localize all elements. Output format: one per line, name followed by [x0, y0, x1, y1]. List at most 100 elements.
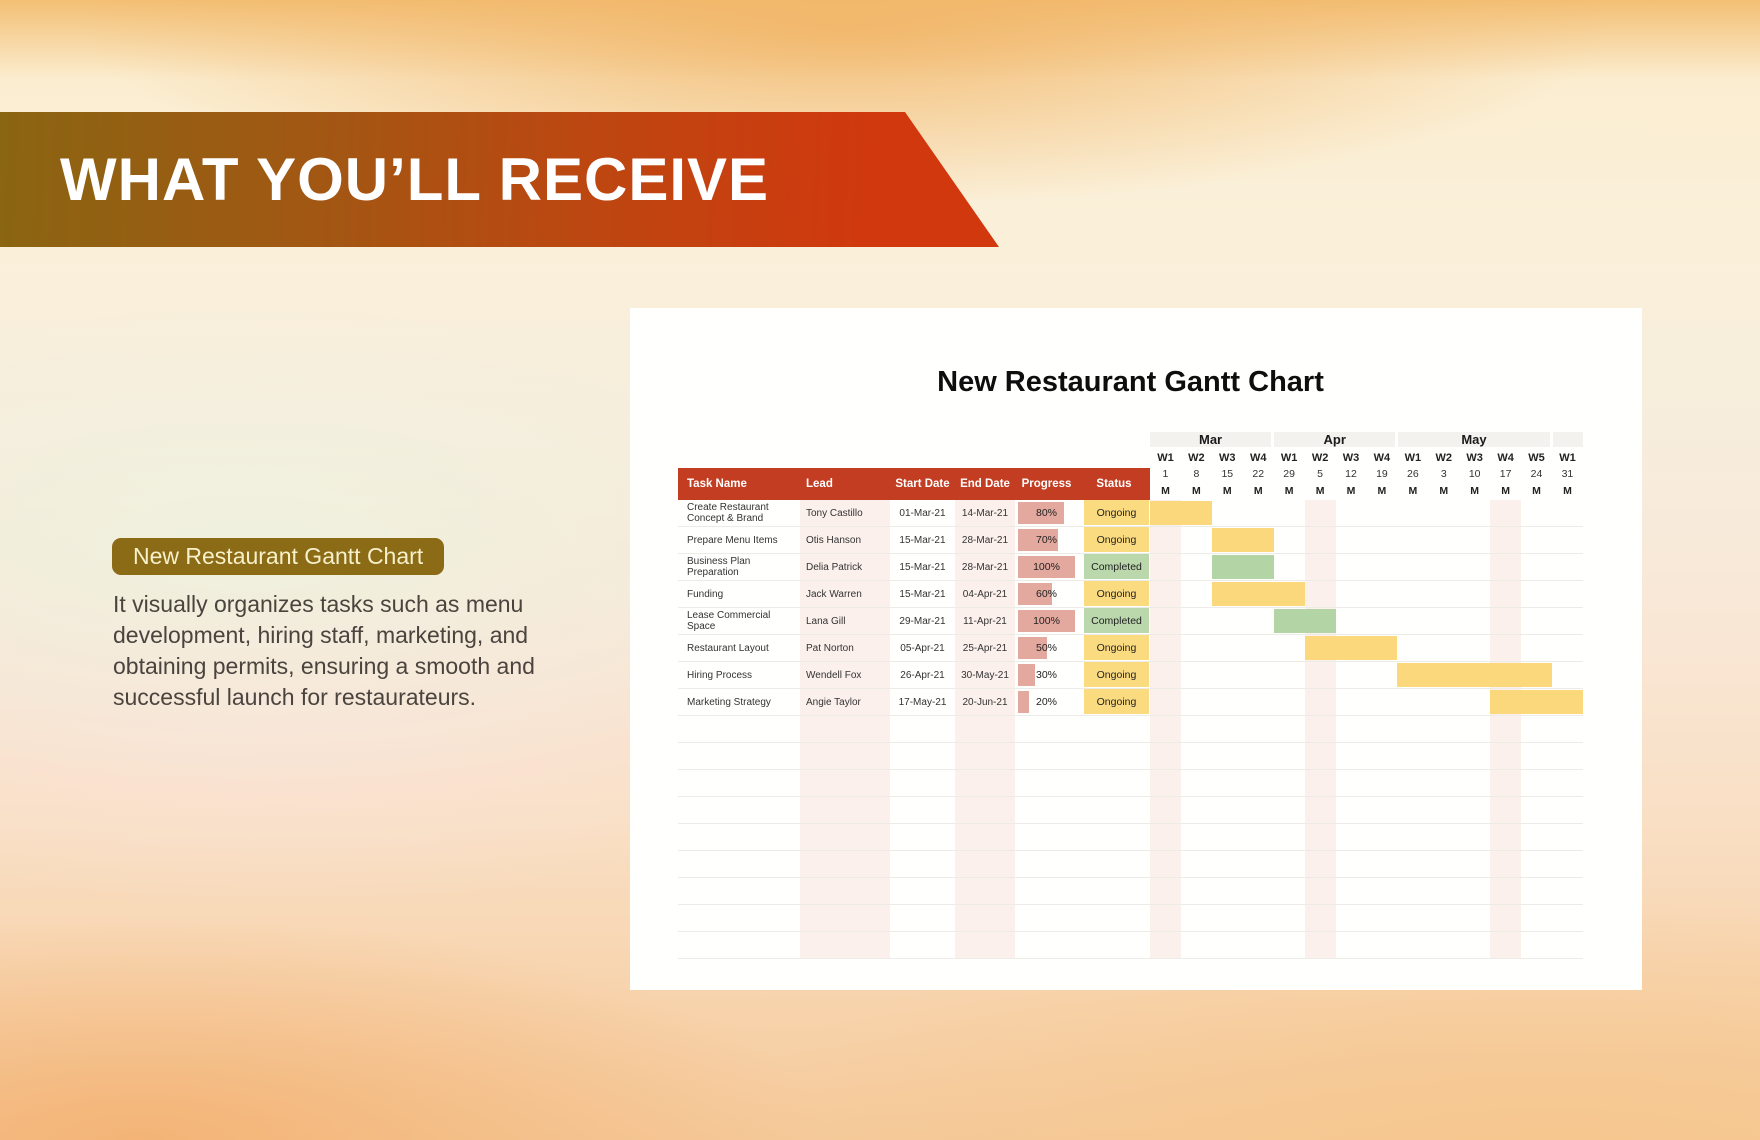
- start-date-cell: 15-Mar-21: [899, 588, 946, 600]
- row-timeline: [1150, 689, 1583, 715]
- day-label: M: [1563, 485, 1572, 497]
- progress-fill: [1018, 529, 1058, 551]
- row-timeline: [1150, 500, 1583, 526]
- status-badge: Completed: [1084, 608, 1149, 633]
- week-label: W2: [1311, 451, 1329, 464]
- task-name-cell: Hiring Process: [687, 669, 753, 681]
- date-label: 5: [1317, 468, 1323, 480]
- status-badge: Ongoing: [1084, 689, 1149, 714]
- task-name-cell: Prepare Menu Items: [687, 534, 778, 546]
- gantt-task-row: Business Plan Preparation Delia Patrick 15…: [678, 554, 1583, 581]
- gantt-table: Task Name Lead Start Date End Date Progress S…: [678, 432, 1583, 959]
- end-date-cell: 20-Jun-21: [962, 696, 1008, 708]
- column-tint: [1150, 500, 1181, 959]
- empty-row: [678, 716, 1583, 743]
- column-tint: [1304, 500, 1336, 959]
- week-label: W1: [1280, 451, 1298, 464]
- lead-cell: Jack Warren: [806, 588, 862, 600]
- template-description: It visually organizes tasks such as menu…: [113, 591, 535, 710]
- gantt-table-header: Task Name Lead Start Date End Date Progress S…: [678, 432, 1583, 500]
- week-label: W4: [1373, 451, 1391, 464]
- end-date-cell: 25-Apr-21: [962, 642, 1008, 654]
- week-label: W4: [1249, 451, 1267, 464]
- week-label: W1: [1157, 451, 1174, 464]
- week-label: W1: [1559, 451, 1576, 464]
- table-column-headers: Task Name Lead Start Date End Date Progress S…: [678, 468, 1150, 500]
- column-header: Status: [1096, 478, 1132, 490]
- day-label: M: [1161, 485, 1170, 497]
- progress-label: 100%: [1033, 561, 1060, 573]
- week-label: W4: [1497, 451, 1514, 464]
- progress-fill: [1018, 691, 1029, 713]
- status-cell: Ongoing: [1078, 527, 1150, 553]
- column-tint: [1490, 500, 1522, 959]
- progress-fill: [1018, 610, 1075, 632]
- status-cell: Completed: [1078, 608, 1150, 634]
- gantt-bar: [1211, 528, 1274, 552]
- timeline-month-row: Mar Apr May: [1150, 432, 1583, 447]
- date-label: 17: [1499, 468, 1512, 480]
- progress-label: 30%: [1035, 669, 1057, 681]
- date-label: 29: [1283, 468, 1295, 480]
- empty-row: [678, 905, 1583, 932]
- empty-row: [678, 878, 1583, 905]
- end-date-cell: 04-Apr-21: [962, 588, 1008, 600]
- row-timeline: [1150, 527, 1583, 553]
- lead-cell: Otis Hanson: [806, 534, 862, 546]
- timeline-weeks-row: W1 W2 W3 W4 W1 W2 W3 W4 W1 W2 W3 W4 W5 W1: [1150, 449, 1583, 466]
- day-label: M: [1470, 485, 1480, 497]
- start-date-cell: 01-Mar-21: [899, 507, 946, 519]
- progress-cell: 30%: [1015, 662, 1078, 688]
- timeline-dates-row: 1 8 15 22 29 5 12 19 26 3 10 17 24 31: [1150, 466, 1583, 482]
- date-label: 24: [1530, 468, 1543, 480]
- week-label: W3: [1342, 451, 1360, 464]
- progress-cell: 20%: [1015, 689, 1078, 715]
- day-label: M: [1315, 485, 1325, 497]
- progress-label: 60%: [1035, 588, 1057, 600]
- day-label: M: [1222, 485, 1232, 497]
- timeline-header: Mar Apr May W1 W2 W3 W4 W1 W2 W3 W4 W1 W2 W3 W4 W5 W1 1 8 1…: [1150, 432, 1583, 500]
- progress-label: 100%: [1033, 615, 1060, 627]
- status-badge: Completed: [1084, 554, 1149, 579]
- month-label: [1552, 432, 1583, 447]
- gantt-bar: [1150, 501, 1212, 525]
- progress-fill: [1018, 556, 1075, 578]
- lead-cell: Tony Castillo: [806, 507, 863, 519]
- lead-cell: Delia Patrick: [806, 561, 863, 573]
- end-date-cell: 14-Mar-21: [961, 507, 1009, 519]
- task-name-cell: Marketing Strategy: [687, 696, 771, 708]
- date-label: 1: [1162, 468, 1169, 480]
- date-label: 26: [1406, 468, 1419, 480]
- task-name-cell: Business Plan Preparation: [687, 556, 751, 578]
- week-label: W2: [1435, 451, 1453, 464]
- start-date-cell: 05-Apr-21: [900, 642, 945, 654]
- day-label: M: [1253, 485, 1263, 497]
- end-date-cell: 28-Mar-21: [961, 561, 1009, 573]
- day-label: M: [1284, 485, 1294, 497]
- gantt-bar: [1273, 609, 1336, 633]
- day-label: M: [1192, 485, 1201, 497]
- empty-row: [678, 797, 1583, 824]
- gantt-bar: [1211, 582, 1305, 606]
- status-badge: Ongoing: [1084, 662, 1149, 687]
- row-timeline: [1150, 581, 1583, 607]
- lead-cell: Angie Taylor: [806, 696, 861, 708]
- start-date-cell: 17-May-21: [898, 696, 947, 708]
- gantt-task-row: Lease Commercial Space Lana Gill 29-Mar-21…: [678, 608, 1583, 635]
- week-label: W2: [1188, 451, 1205, 464]
- gantt-bar: [1490, 690, 1583, 714]
- start-date-cell: 29-Mar-21: [899, 615, 946, 627]
- progress-cell: 100%: [1015, 608, 1078, 634]
- progress-label: 70%: [1035, 534, 1057, 546]
- column-tint: [955, 500, 1015, 959]
- lead-cell: Wendell Fox: [806, 669, 862, 681]
- gantt-bar: [1397, 663, 1553, 687]
- week-label: W1: [1404, 451, 1422, 464]
- day-label: M: [1346, 485, 1356, 497]
- column-tint: [800, 500, 890, 959]
- gantt-task-row: Create Restaurant Concept & Brand Tony Ca…: [678, 500, 1583, 527]
- row-timeline: [1150, 635, 1583, 661]
- empty-row: [678, 770, 1583, 797]
- date-label: 10: [1468, 468, 1481, 480]
- column-header: Task Name: [687, 478, 747, 490]
